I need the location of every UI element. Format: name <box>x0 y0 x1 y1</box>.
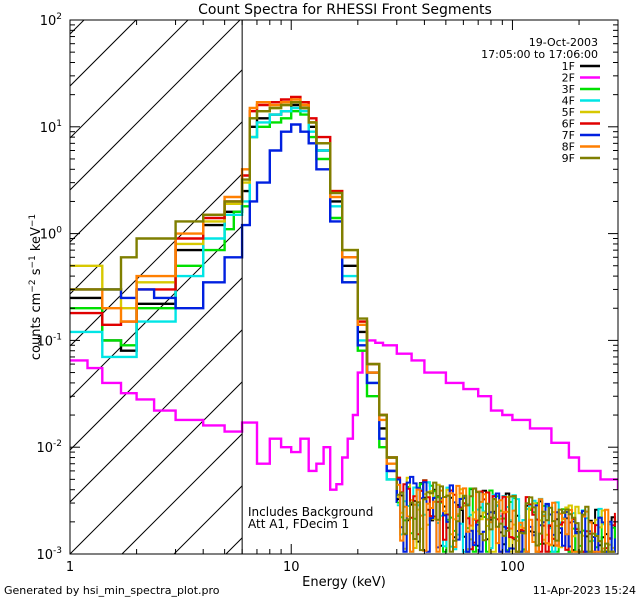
hatch-line <box>70 121 243 295</box>
hatch-line <box>121 433 243 554</box>
legend-label-5F: 5F <box>562 106 575 119</box>
legend-label-4F: 4F <box>562 95 575 108</box>
legend-label-9F: 9F <box>562 152 575 165</box>
legend-label-1F: 1F <box>562 60 575 73</box>
observation-time-range: 17:05:00 to 17:06:00 <box>481 48 598 61</box>
hatch-line <box>70 173 243 347</box>
series-tail-9F <box>396 481 615 553</box>
attenuator-hatch-region <box>70 20 243 554</box>
y-tick-label: 101 <box>40 119 62 136</box>
footer-generator: Generated by hsi_min_spectra_plot.pro <box>4 584 220 597</box>
hatch-line <box>70 20 241 191</box>
hatch-line <box>70 20 137 87</box>
series-line-8F <box>70 98 398 490</box>
chart-title: Count Spectra for RHESSI Front Segments <box>198 2 492 18</box>
x-tick-label: 100 <box>500 560 525 575</box>
x-tick-label: 1 <box>66 560 74 575</box>
y-tick-label: 10-1 <box>36 332 62 349</box>
legend-label-6F: 6F <box>562 118 575 131</box>
axis-ticks: 1 10 100 10-3 10-2 10-1 100 101 102 <box>36 12 619 575</box>
x-tick-label: 10 <box>283 560 300 575</box>
hatch-line <box>70 20 189 139</box>
series-curves <box>70 95 618 553</box>
plot-frame <box>69 19 619 555</box>
footer-timestamp: 11-Apr-2023 15:24 <box>533 584 636 597</box>
hatch-line <box>70 381 243 554</box>
series-line-4F <box>70 106 398 503</box>
series-line-2F <box>70 339 618 491</box>
annotation-background: Includes Background <box>248 505 373 519</box>
series-tail-8F <box>396 483 615 553</box>
annotation-attenuator: Att A1, FDecim 1 <box>248 517 349 531</box>
hatch-line <box>70 329 243 503</box>
y-tick-label: 102 <box>40 12 62 29</box>
series-line-7F <box>70 123 398 503</box>
y-tick-label: 10-2 <box>36 439 62 456</box>
series-line-9F <box>70 101 398 490</box>
legend-label-2F: 2F <box>562 72 575 85</box>
y-tick-label: 10-3 <box>36 546 62 563</box>
hatch-line <box>70 20 85 35</box>
y-tick-label: 100 <box>40 226 63 243</box>
x-axis-label: Energy (keV) <box>302 575 386 590</box>
hatch-line <box>70 225 243 399</box>
hatch-line <box>70 69 243 243</box>
observation-date: 19-Oct-2003 <box>529 36 598 49</box>
legend-label-3F: 3F <box>562 83 575 96</box>
legend-label-7F: 7F <box>562 129 575 142</box>
hatch-line <box>70 277 243 451</box>
y-axis-label: counts cm−2 s−1 keV−1 <box>28 214 44 360</box>
legend-label-8F: 8F <box>562 141 575 154</box>
